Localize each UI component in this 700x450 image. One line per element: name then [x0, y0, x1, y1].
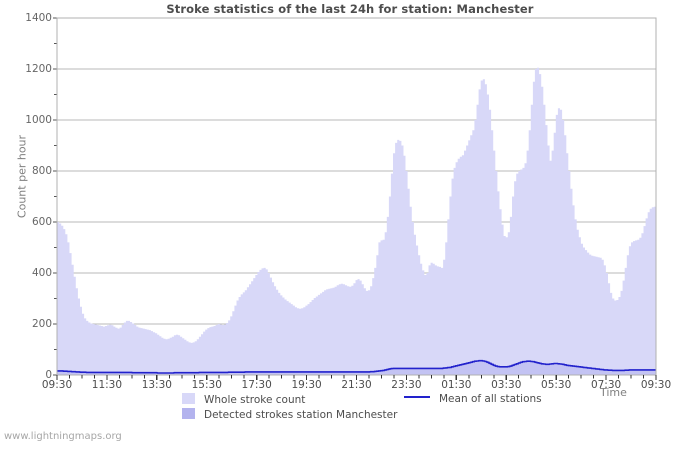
x-tick-label: 17:30: [241, 379, 272, 391]
series-area-whole-stroke-count: [57, 67, 656, 375]
x-tick-label: 05:30: [541, 379, 572, 391]
x-tick-label: 11:30: [91, 379, 123, 391]
y-axis-tick-labels: 0 200 400 600 800 1000 1200 1400: [0, 0, 52, 450]
legend-color-swatch: [182, 393, 195, 404]
legend-item: Mean of all stations: [404, 393, 542, 405]
series-area-detected-strokes-manchester: [57, 360, 656, 375]
x-tick-label: 23:30: [391, 379, 422, 391]
legend-color-swatch: [182, 408, 195, 419]
legend-item: Detected strokes station Manchester: [182, 408, 397, 421]
x-tick-label: 09:30: [640, 379, 672, 391]
footer-attribution: www.lightningmaps.org: [4, 431, 122, 442]
page-title: Stroke statistics of the last 24h for st…: [166, 2, 534, 16]
x-tick-label: 21:30: [341, 379, 372, 391]
x-axis-title: Time: [600, 386, 627, 399]
x-tick-label: 15:30: [191, 379, 222, 391]
legend-label: Whole stroke count: [204, 394, 306, 406]
legend-label: Mean of all stations: [439, 393, 542, 405]
legend-line-swatch: [404, 396, 430, 398]
y-tick-label: 1400: [25, 12, 52, 24]
legend-item: Whole stroke count: [182, 393, 305, 406]
chart-legend: Whole stroke count Detected strokes stati…: [0, 393, 700, 423]
series-line-mean-of-all-stations: [57, 359, 656, 374]
y-tick-label: 600: [31, 216, 52, 228]
y-tick-label: 1200: [25, 63, 52, 75]
x-tick-label: 03:30: [491, 379, 522, 391]
y-tick-label: 200: [31, 318, 52, 330]
y-tick-label: 800: [31, 165, 52, 177]
x-tick-label: 09:30: [41, 379, 73, 391]
x-tick-label: 07:30: [590, 379, 622, 391]
x-tick-label: 01:30: [441, 379, 472, 391]
y-tick-label: 1000: [25, 114, 52, 126]
legend-label: Detected strokes station Manchester: [204, 409, 398, 421]
plot-area: [53, 17, 657, 380]
y-tick-label: 400: [31, 267, 52, 279]
y-tick-label: 0: [45, 369, 52, 381]
x-tick-label: 19:30: [291, 379, 322, 391]
x-tick-label: 13:30: [141, 379, 172, 391]
